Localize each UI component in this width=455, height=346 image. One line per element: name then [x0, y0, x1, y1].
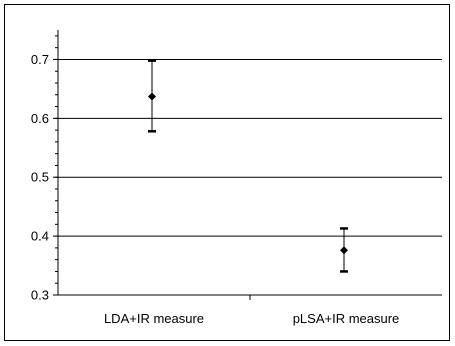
y-tick-label: 0.7 — [31, 52, 49, 67]
diamond-marker — [148, 92, 156, 101]
y-tick-label: 0.5 — [31, 170, 49, 185]
error-bar-point — [148, 59, 156, 133]
y-tick-label: 0.3 — [31, 288, 49, 303]
axes — [57, 30, 442, 296]
x-category-label: pLSA+IR measure — [293, 311, 400, 326]
y-axis-ticks: 0.3 0.4 0.5 0.6 0.7 — [31, 35, 58, 303]
error-bar-point — [340, 227, 348, 273]
y-tick-label: 0.6 — [31, 111, 49, 126]
gridlines — [58, 58, 442, 237]
x-category-label: LDA+IR measure — [104, 311, 204, 326]
diamond-marker — [340, 246, 348, 255]
x-axis-ticks: LDA+IR measure pLSA+IR measure — [104, 295, 399, 326]
data-points — [148, 59, 348, 273]
y-tick-label: 0.4 — [31, 229, 49, 244]
chart-frame — [4, 4, 450, 341]
